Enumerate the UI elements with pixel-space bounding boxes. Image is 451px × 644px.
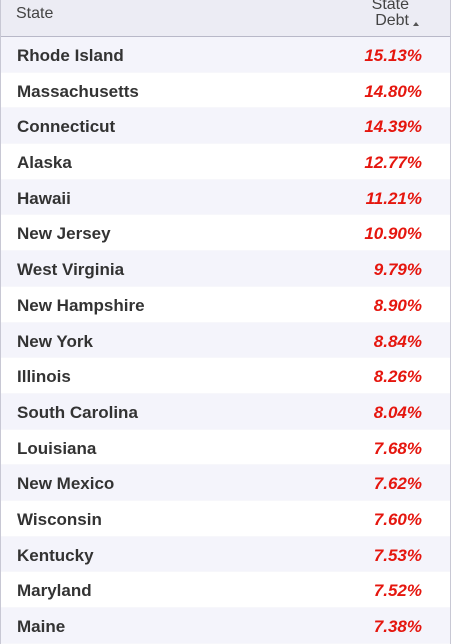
state-name: Maine [17,617,66,636]
table-row: Alaska 12.77% [1,144,450,180]
debt-value: 7.60% [373,509,422,529]
debt-value: 8.84% [373,331,422,351]
table-row: Kentucky 7.53% [1,536,450,573]
table-row: South Carolina 8.04% [1,393,450,430]
debt-value: 7.52% [373,581,422,601]
table-row: Wisconsin 7.60% [1,501,450,537]
state-name: Wisconsin [17,509,102,529]
table-header: State State Debt [1,0,450,37]
state-name: South Carolina [17,402,138,422]
table-row: Maryland 7.52% [1,572,450,608]
state-name: Maryland [17,581,92,601]
table-row: Louisiana 7.68% [1,430,450,466]
debt-value: 15.13% [364,46,422,65]
state-name: New Hampshire [17,295,145,315]
table-row: Rhode Island 15.13% [1,37,450,73]
table-row: New Mexico 7.62% [1,465,450,501]
debt-value: 14.39% [364,117,422,137]
state-name: Hawaii [17,188,71,208]
table-row: Massachusetts 14.80% [1,73,450,109]
table-row: Connecticut 14.39% [1,108,450,145]
debt-value: 7.68% [373,438,422,458]
debt-value: 11.21% [365,188,422,208]
state-name: Rhode Island [17,46,124,65]
state-name: Kentucky [17,545,94,565]
state-name: New York [17,331,93,351]
state-name: Alaska [17,153,72,173]
table-row: New York 8.84% [1,322,450,359]
debt-value: 14.80% [364,81,422,101]
state-name: Massachusetts [17,81,139,101]
debt-value: 7.38% [373,617,422,636]
table-row: Maine 7.38% [1,608,450,644]
table-row: West Virginia 9.79% [1,251,450,287]
state-name: Louisiana [17,438,97,458]
debt-value: 12.77% [364,153,422,173]
state-name: New Mexico [17,474,115,494]
debt-value: 7.53% [373,545,422,565]
column-header[interactable]: State Debt [371,0,409,29]
debt-value: 7.62% [373,474,422,494]
table-body: Rhode Island 15.13% Massachusetts 14.80% Con… [1,37,450,644]
column-header[interactable]: State [16,5,54,22]
debt-value: 8.26% [373,367,422,387]
table-row: Hawaii 11.21% [1,179,450,216]
table-row: New Jersey 10.90% [1,215,450,252]
sort-arrow [413,22,419,26]
debt-value: 10.90% [364,224,422,244]
state-name: Connecticut [17,117,116,137]
state-name: West Virginia [17,260,125,280]
table-row: New Hampshire 8.90% [1,287,450,323]
debt-value: 8.04% [373,402,422,422]
debt-value: 8.90% [373,295,422,315]
table-row: Illinois 8.26% [1,358,450,394]
state-name: Illinois [17,367,71,387]
state-name: New Jersey [17,224,111,244]
debt-value: 9.79% [373,260,422,280]
